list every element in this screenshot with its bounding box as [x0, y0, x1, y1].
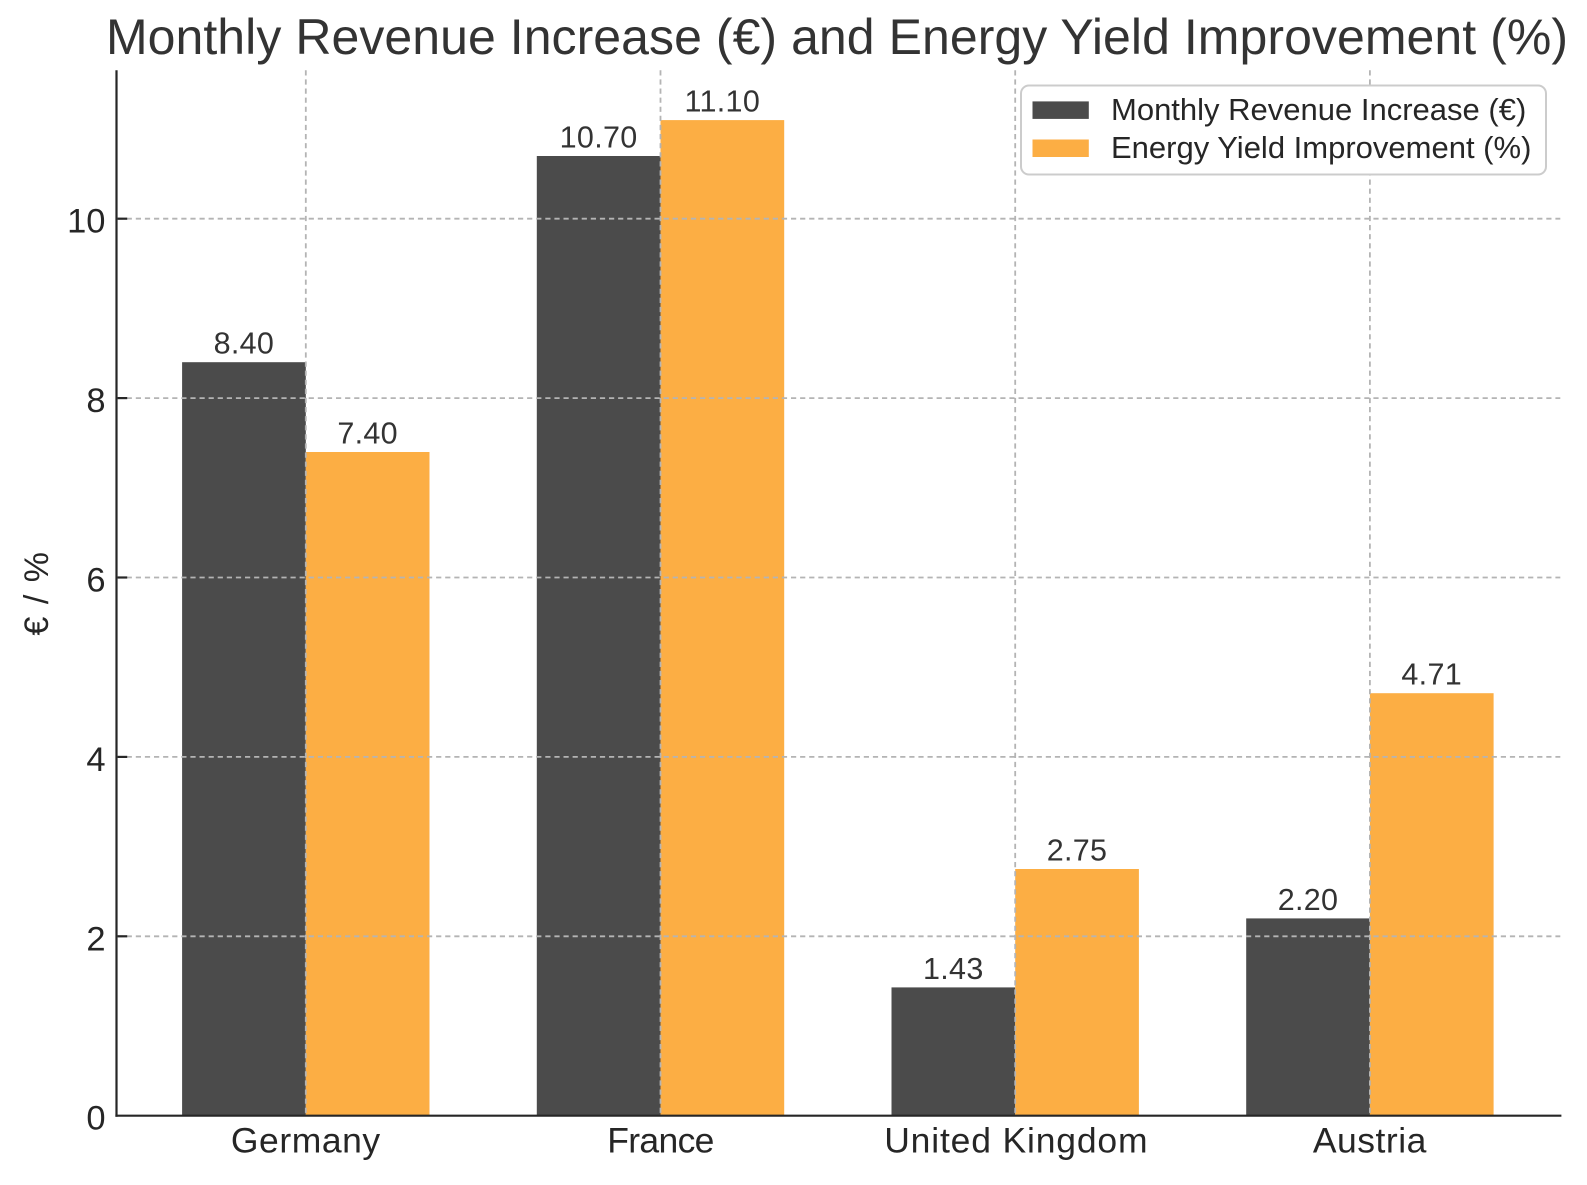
svg-text:11.10: 11.10	[685, 85, 761, 119]
svg-text:Monthly Revenue Increase (€): Monthly Revenue Increase (€)	[1111, 92, 1526, 127]
svg-text:2.75: 2.75	[1047, 834, 1108, 868]
svg-text:8.40: 8.40	[214, 327, 275, 361]
svg-text:8: 8	[86, 382, 105, 420]
svg-text:10: 10	[67, 203, 105, 241]
svg-text:€ / %: € / %	[18, 551, 56, 636]
svg-text:1.43: 1.43	[923, 952, 984, 986]
svg-text:6: 6	[86, 562, 105, 600]
svg-text:4.71: 4.71	[1401, 658, 1462, 692]
svg-text:4: 4	[86, 741, 105, 779]
svg-text:0: 0	[86, 1100, 105, 1138]
svg-text:Germany: Germany	[231, 1120, 381, 1160]
svg-text:Energy Yield Improvement (%): Energy Yield Improvement (%)	[1111, 130, 1531, 165]
svg-text:2.20: 2.20	[1278, 883, 1339, 917]
svg-text:France: France	[607, 1120, 713, 1160]
svg-text:United Kingdom: United Kingdom	[884, 1120, 1148, 1160]
svg-text:Austria: Austria	[1313, 1120, 1427, 1160]
svg-text:Monthly Revenue Increase (€) a: Monthly Revenue Increase (€) and Energy …	[106, 9, 1568, 65]
svg-text:2: 2	[86, 920, 105, 958]
svg-text:10.70: 10.70	[560, 121, 638, 155]
svg-text:7.40: 7.40	[337, 417, 398, 451]
